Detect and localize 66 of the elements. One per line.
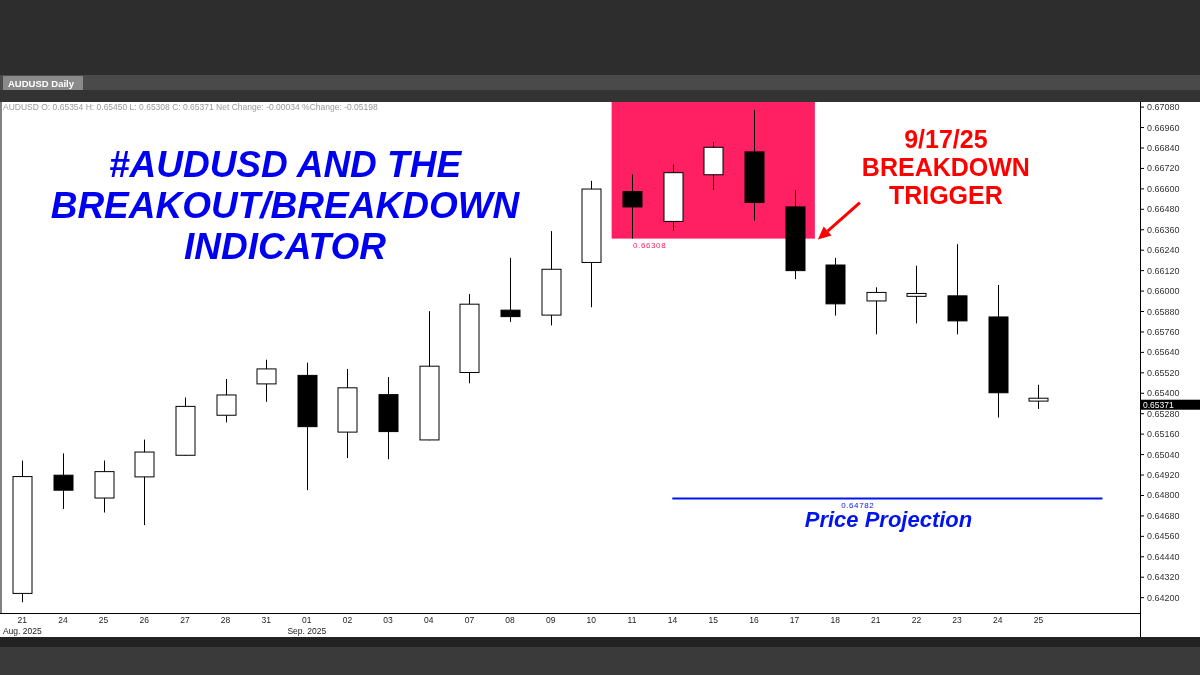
y-tick-label: 0.65280 [1147,408,1180,419]
candlestick [622,173,643,240]
x-tick-label: 25 [1033,615,1044,625]
y-tick-label: 0.65760 [1147,326,1180,337]
y-tick-label: 0.65640 [1147,347,1180,358]
x-tick-label: 17 [789,615,800,625]
y-tick-label: 0.66120 [1147,265,1180,276]
y-tick-label: 0.66600 [1147,183,1180,194]
x-tick-label: 15 [708,615,719,625]
text: #AUDUSD AND THE BREAKOUT/BREAKDOWN INDICATOR [50,144,521,267]
x-tick-label: 24 [993,615,1003,625]
x-tick-label: 14 [667,615,678,625]
x-tick-label: 10 [586,615,597,625]
candlestick [1028,384,1049,410]
x-tick-label: 26 [139,615,150,625]
y-tick-label: 0.64800 [1147,490,1180,501]
y-tick-label: 0.64320 [1147,572,1180,583]
candlestick [53,452,74,510]
x-tick-label: 07 [464,615,475,625]
y-tick-label: 0.67080 [1147,102,1180,113]
y-tick-label: 0.64560 [1147,531,1180,542]
y-tick-label: 0.66480 [1147,204,1180,215]
y-tick-label: 0.64440 [1147,551,1180,562]
candlestick [256,359,277,403]
x-tick-label: 28 [220,615,231,625]
chart-subtitle: AUDUSD O: 0.65354 H: 0.65450 L: 0.65308 C: 0.65371 Net Change: -0.00034 %Change: -0.05198 [3,102,378,112]
ref-line-label: 0.64782 [841,500,875,510]
y-tick-label: 0.66840 [1147,142,1180,153]
y-tick-label: 0.66960 [1147,122,1180,133]
x-tick-label: 25 [98,615,109,625]
x-tick-label: 02 [342,615,353,625]
y-tick-label: 0.66360 [1147,224,1180,235]
y-tick-label: 0.66240 [1147,245,1180,256]
candlestick [216,378,237,423]
y-tick-label: 0.64200 [1147,592,1180,603]
x-tick-label: 27 [180,615,190,625]
x-tick-label: 11 [627,615,637,625]
x-tick-label: 31 [261,615,272,625]
candlestick [906,265,927,324]
y-tick-label: 0.65160 [1147,429,1180,440]
x-tick-label: 01 Sep. 2025 [287,615,327,636]
x-tick-label: 24 [58,615,68,625]
band-label: 0.66308 [633,240,667,250]
y-tick-label: 0.65400 [1147,388,1180,399]
x-tick-label: 04 [424,615,434,625]
y-tick-label: 0.65520 [1147,367,1180,378]
text: 0.65371 [1143,399,1174,410]
candlestick [866,286,887,335]
candlestick [500,257,521,323]
x-tick-label: 23 [952,615,963,625]
x-tick-label: 08 [505,615,516,625]
annotation: 9/17/25 BREAKDOWN TRIGGER [861,124,1030,209]
x-tick-label: 22 [911,615,922,625]
x-tick-label: 03 [383,615,394,625]
x-tick-label: 18 [830,615,841,625]
x-tick-label: 21 Aug. 2025 [2,615,42,636]
x-tick-label: 21 [871,615,881,625]
y-tick-label: 0.66000 [1147,286,1180,297]
y-tick-label: 0.65880 [1147,306,1180,317]
text: AUDUSD Daily [8,77,75,89]
y-tick-label: 0.65040 [1147,449,1180,460]
x-tick-label: 16 [749,615,759,625]
x-tick-label: 09 [545,615,556,625]
y-tick-label: 0.64920 [1147,470,1180,481]
y-tick-label: 0.66720 [1147,163,1180,174]
y-tick-label: 0.64680 [1147,510,1180,521]
